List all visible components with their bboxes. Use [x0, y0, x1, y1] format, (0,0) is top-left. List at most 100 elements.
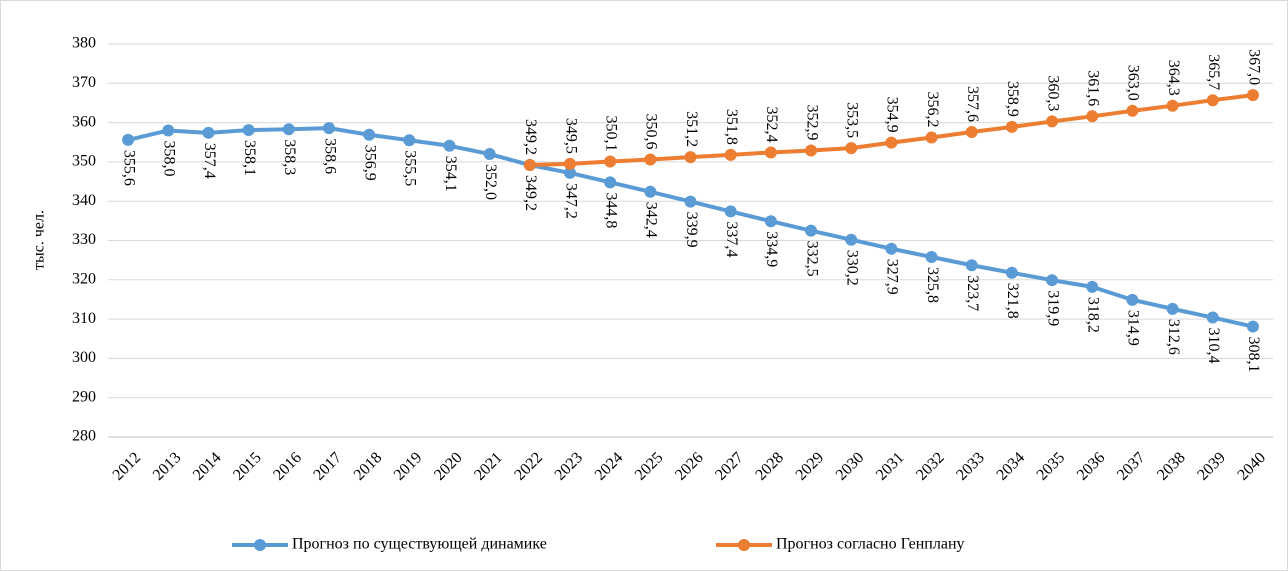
data-point	[724, 205, 737, 218]
data-label: 356,9	[361, 145, 378, 181]
data-label: 357,6	[964, 86, 981, 122]
y-tick-label: 340	[72, 192, 96, 209]
data-label: 349,5	[562, 118, 579, 154]
data-label: 325,8	[924, 267, 941, 303]
data-point	[845, 233, 858, 246]
data-point	[122, 133, 135, 146]
data-point	[1046, 274, 1059, 287]
data-point	[684, 195, 697, 208]
data-label: 356,2	[924, 92, 941, 128]
legend-marker	[254, 539, 266, 551]
data-point	[1246, 89, 1259, 102]
data-label: 314,9	[1125, 310, 1142, 346]
data-point	[925, 131, 938, 144]
data-label: 327,9	[884, 259, 901, 295]
data-point	[202, 126, 215, 139]
data-point	[965, 259, 978, 272]
y-tick-label: 360	[72, 113, 96, 130]
data-label: 351,2	[683, 111, 700, 147]
data-label: 344,8	[602, 192, 619, 228]
data-label: 330,2	[844, 250, 861, 286]
data-point	[1246, 320, 1259, 333]
data-point	[1005, 266, 1018, 279]
data-point	[242, 124, 255, 137]
data-label: 310,4	[1205, 328, 1222, 364]
data-point	[1166, 302, 1179, 315]
data-point	[322, 122, 335, 135]
data-point	[764, 215, 777, 228]
data-point	[1166, 99, 1179, 112]
data-label: 358,6	[321, 138, 338, 174]
legend-label: Прогноз по существующей динамике	[292, 536, 547, 553]
data-label: 358,3	[281, 139, 298, 175]
data-label: 350,1	[602, 116, 619, 152]
data-point	[845, 142, 858, 155]
data-point	[885, 136, 898, 149]
data-point	[162, 124, 175, 137]
data-label: 358,1	[241, 140, 258, 176]
data-label: 351,8	[723, 109, 740, 145]
data-label: 355,5	[402, 150, 419, 186]
data-label: 364,3	[1165, 60, 1182, 96]
data-point	[1206, 94, 1219, 107]
data-point	[1086, 280, 1099, 293]
data-label: 360,3	[1044, 75, 1061, 111]
y-tick-label: 280	[72, 428, 96, 445]
data-label: 347,2	[562, 183, 579, 219]
data-point	[604, 155, 617, 168]
data-point	[363, 128, 376, 141]
data-point	[523, 159, 536, 172]
data-label: 352,4	[763, 106, 780, 142]
data-label: 312,6	[1165, 319, 1182, 355]
y-tick-label: 310	[72, 310, 96, 327]
data-point	[1086, 110, 1099, 123]
data-label: 354,1	[442, 156, 459, 192]
y-axis-title: тыс. чел.	[31, 210, 48, 270]
data-label: 352,9	[803, 105, 820, 141]
data-label: 332,5	[803, 241, 820, 277]
data-label: 355,6	[120, 150, 137, 186]
data-point	[1206, 311, 1219, 324]
data-label: 352,0	[482, 164, 499, 200]
data-point	[403, 134, 416, 147]
data-label: 349,2	[522, 119, 539, 155]
data-label: 354,9	[884, 97, 901, 133]
data-point	[805, 144, 818, 157]
y-tick-label: 330	[72, 231, 96, 248]
data-point	[644, 153, 657, 166]
data-label: 339,9	[683, 212, 700, 248]
data-point	[1126, 293, 1139, 306]
data-point	[965, 126, 978, 139]
data-label: 358,9	[1004, 81, 1021, 117]
y-tick-label: 300	[72, 349, 96, 366]
data-label: 350,6	[643, 114, 660, 150]
data-label: 319,9	[1044, 290, 1061, 326]
data-label: 357,4	[201, 143, 218, 179]
data-label: 349,2	[522, 175, 539, 211]
legend-marker	[738, 539, 750, 551]
data-point	[805, 224, 818, 237]
data-label: 358,0	[161, 140, 178, 176]
data-point	[1046, 115, 1059, 128]
data-label: 318,2	[1085, 297, 1102, 333]
data-point	[1005, 120, 1018, 133]
data-point	[724, 148, 737, 161]
data-label: 334,9	[763, 231, 780, 267]
data-point	[563, 166, 576, 179]
data-label: 365,7	[1205, 54, 1222, 90]
data-point	[563, 157, 576, 170]
data-label: 353,5	[844, 102, 861, 138]
data-point	[443, 139, 456, 152]
data-point	[925, 251, 938, 264]
data-label: 323,7	[964, 275, 981, 311]
data-label: 363,0	[1125, 65, 1142, 101]
data-point	[1126, 104, 1139, 117]
data-label: 342,4	[643, 202, 660, 238]
data-label: 321,8	[1004, 283, 1021, 319]
y-tick-label: 290	[72, 388, 96, 405]
data-point	[885, 242, 898, 255]
data-point	[644, 185, 657, 198]
y-tick-label: 370	[72, 74, 96, 91]
legend-label: Прогноз согласно Генплану	[776, 536, 965, 553]
